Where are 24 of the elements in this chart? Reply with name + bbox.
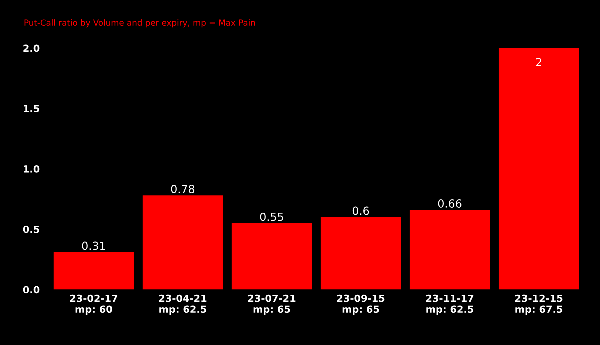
x-tick-label: 23-04-21 mp: 62.5 xyxy=(159,294,207,315)
bar xyxy=(54,252,134,290)
bar xyxy=(498,48,580,290)
data-label: 0.6 xyxy=(352,206,370,216)
bar xyxy=(320,217,402,290)
y-tick-label: 1.5 xyxy=(24,105,40,113)
data-label: 0.31 xyxy=(82,242,106,250)
data-label: 2 xyxy=(536,58,542,66)
data-label: 0.78 xyxy=(171,185,195,194)
x-tick-label: 23-09-15 mp: 65 xyxy=(337,294,385,315)
chart-subtitle: Put-Call ratio by Volume and per expiry, mp = Max Pain xyxy=(24,20,256,28)
x-tick-label: 23-07-21 mp: 65 xyxy=(248,294,296,315)
data-label: 0.55 xyxy=(260,212,284,222)
bar xyxy=(410,210,490,290)
y-tick-label: 1.0 xyxy=(24,166,40,173)
data-label: 0.66 xyxy=(438,200,462,208)
x-tick-label: 23-02-17 mp: 60 xyxy=(70,294,118,315)
y-tick-label: 0.0 xyxy=(23,286,40,294)
y-tick-label: 0.5 xyxy=(23,226,40,234)
x-tick-label: 23-12-15 mp: 67.5 xyxy=(515,294,563,315)
bar xyxy=(142,196,224,290)
bar xyxy=(232,223,312,290)
y-tick-label: 2.0 xyxy=(24,44,40,52)
x-tick-label: 23-11-17 mp: 62.5 xyxy=(426,294,474,315)
